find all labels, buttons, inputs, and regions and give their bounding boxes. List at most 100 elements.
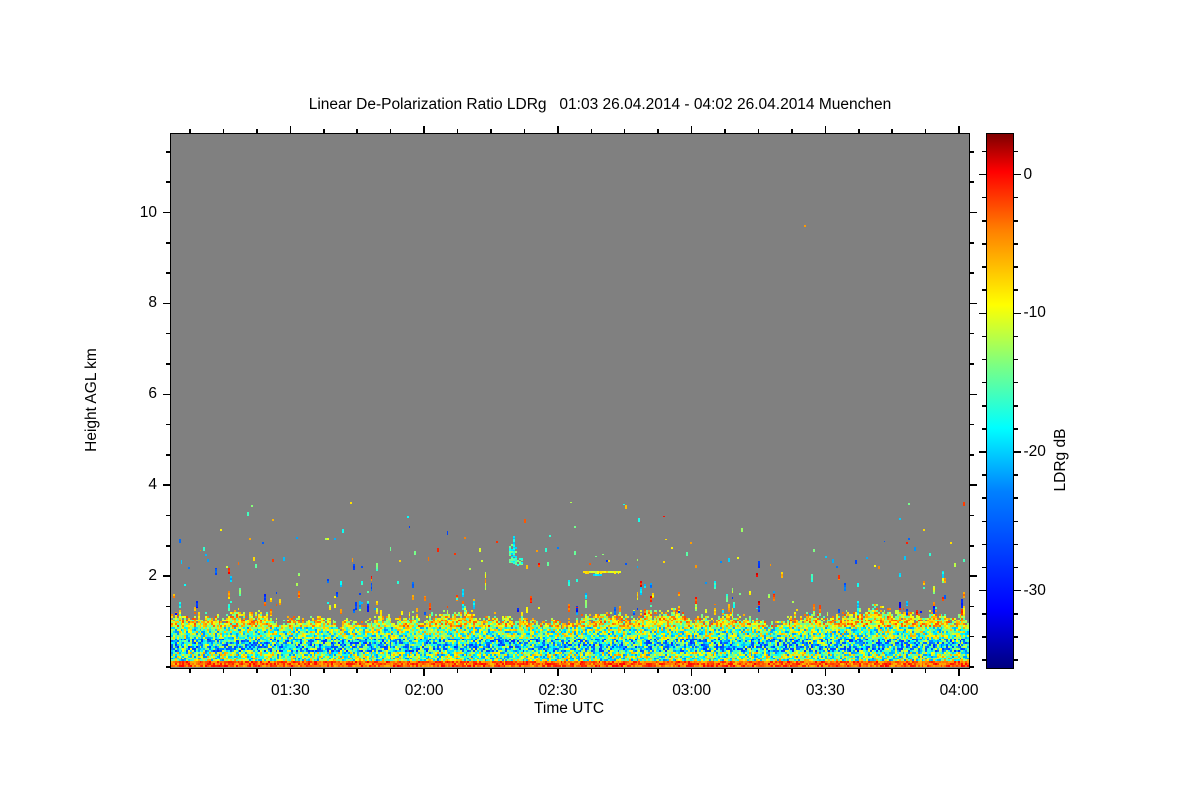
x-axis-tick-label: 01:30 — [270, 681, 310, 699]
colorbar-minor-tick — [1013, 220, 1018, 222]
x-axis-tick-label: 02:00 — [404, 681, 444, 699]
x-axis-tick-label: 04:00 — [939, 681, 979, 699]
colorbar-minor-tick — [981, 289, 986, 291]
heatmap-canvas — [171, 134, 969, 668]
colorbar-minor-tick — [1013, 428, 1018, 430]
x-axis-minor-tick — [657, 128, 659, 133]
y-axis-minor-tick — [969, 151, 974, 153]
x-axis-major-tick — [289, 668, 292, 676]
y-axis-minor-tick — [969, 181, 974, 183]
x-axis-major-tick — [557, 668, 559, 676]
colorbar-minor-tick — [981, 520, 986, 523]
x-axis-major-tick — [824, 668, 827, 676]
x-axis-minor-tick — [222, 128, 225, 133]
x-axis-major-tick — [824, 126, 827, 133]
colorbar — [986, 133, 1014, 669]
colorbar-minor-tick — [981, 497, 986, 499]
x-axis-major-tick — [690, 126, 693, 133]
colorbar-major-tick — [1013, 173, 1021, 176]
x-axis-minor-tick — [724, 668, 726, 673]
x-axis-minor-tick — [356, 668, 358, 673]
colorbar-minor-tick — [1013, 520, 1018, 523]
y-axis-tick-label: 10 — [139, 203, 157, 221]
y-axis-minor-tick — [165, 514, 170, 517]
y-axis-major-tick — [969, 393, 977, 396]
x-axis-minor-tick — [389, 128, 392, 133]
y-axis-tick-label: 6 — [148, 385, 157, 403]
x-axis-minor-tick — [891, 128, 893, 133]
x-axis-minor-tick — [757, 128, 760, 133]
y-axis-minor-tick — [165, 635, 170, 638]
colorbar-minor-tick — [1013, 358, 1018, 361]
colorbar-minor-tick — [981, 266, 986, 268]
y-axis-minor-tick — [165, 151, 170, 153]
x-axis-minor-tick — [924, 668, 927, 673]
x-axis-minor-tick — [924, 128, 927, 133]
colorbar-major-tick — [1013, 451, 1021, 453]
x-axis-minor-tick — [523, 668, 526, 673]
colorbar-major-tick — [979, 451, 986, 453]
x-axis-minor-tick — [891, 668, 893, 673]
x-axis-minor-tick — [623, 668, 626, 673]
colorbar-minor-tick — [981, 243, 986, 245]
x-axis-major-tick — [557, 126, 559, 133]
x-axis-tick-label: 03:00 — [672, 681, 711, 699]
y-axis-minor-tick — [165, 363, 170, 365]
colorbar-minor-tick — [1013, 659, 1018, 661]
colorbar-tick-label: 0 — [1023, 165, 1033, 183]
colorbar-tick-label: -10 — [1023, 304, 1046, 322]
y-axis-major-tick — [163, 393, 170, 396]
x-axis-minor-tick — [590, 668, 593, 673]
colorbar-minor-tick — [1013, 613, 1018, 615]
x-axis-minor-tick — [657, 668, 659, 673]
plot-area — [170, 133, 970, 669]
y-axis-minor-tick — [969, 545, 974, 547]
y-axis-major-tick — [163, 484, 170, 486]
x-axis-major-tick — [423, 126, 425, 133]
x-axis-minor-tick — [389, 668, 392, 673]
colorbar-minor-tick — [1013, 543, 1018, 546]
y-axis-minor-tick — [969, 363, 974, 365]
colorbar-minor-tick — [981, 381, 986, 384]
colorbar-minor-tick — [981, 335, 986, 338]
y-axis-minor-tick — [969, 242, 974, 244]
x-axis-tick-label: 03:30 — [805, 681, 845, 699]
x-axis-minor-tick — [256, 668, 258, 673]
x-axis-minor-tick — [590, 128, 593, 133]
x-axis-minor-tick — [757, 668, 760, 673]
x-axis-minor-tick — [724, 128, 726, 133]
x-axis-minor-tick — [490, 668, 492, 673]
x-axis-minor-tick — [858, 128, 860, 133]
colorbar-minor-tick — [1013, 497, 1018, 499]
x-axis-major-tick — [423, 668, 425, 676]
y-axis-major-tick — [163, 302, 170, 305]
x-axis-minor-tick — [456, 128, 459, 133]
x-axis-minor-tick — [858, 668, 860, 673]
y-axis-major-tick — [969, 211, 977, 214]
x-axis-minor-tick — [356, 128, 358, 133]
x-axis-label: Time UTC — [533, 700, 605, 717]
x-axis-minor-tick — [222, 668, 225, 673]
y-axis-major-tick — [163, 211, 170, 214]
colorbar-major-tick — [1013, 312, 1021, 315]
colorbar-major-tick — [979, 589, 986, 592]
colorbar-minor-tick — [981, 220, 986, 222]
y-axis-major-tick — [969, 302, 977, 305]
x-axis-minor-tick — [490, 128, 492, 133]
y-axis-major-tick — [969, 575, 977, 577]
y-axis-minor-tick — [165, 423, 170, 426]
colorbar-major-tick — [979, 173, 986, 176]
y-axis-tick-label: 8 — [148, 294, 157, 312]
colorbar-minor-tick — [981, 659, 986, 661]
colorbar-minor-tick — [1013, 150, 1018, 153]
colorbar-minor-tick — [1013, 405, 1018, 407]
x-axis-minor-tick — [189, 668, 191, 673]
colorbar-major-tick — [1013, 589, 1021, 592]
x-axis-minor-tick — [189, 128, 191, 133]
x-axis-minor-tick — [791, 128, 793, 133]
colorbar-minor-tick — [1013, 636, 1018, 638]
colorbar-minor-tick — [981, 474, 986, 476]
colorbar-label: LDRg dB — [1052, 428, 1069, 492]
chart-title: Linear De-Polarization Ratio LDRg 01:03 … — [308, 96, 892, 113]
x-axis-minor-tick — [523, 128, 526, 133]
